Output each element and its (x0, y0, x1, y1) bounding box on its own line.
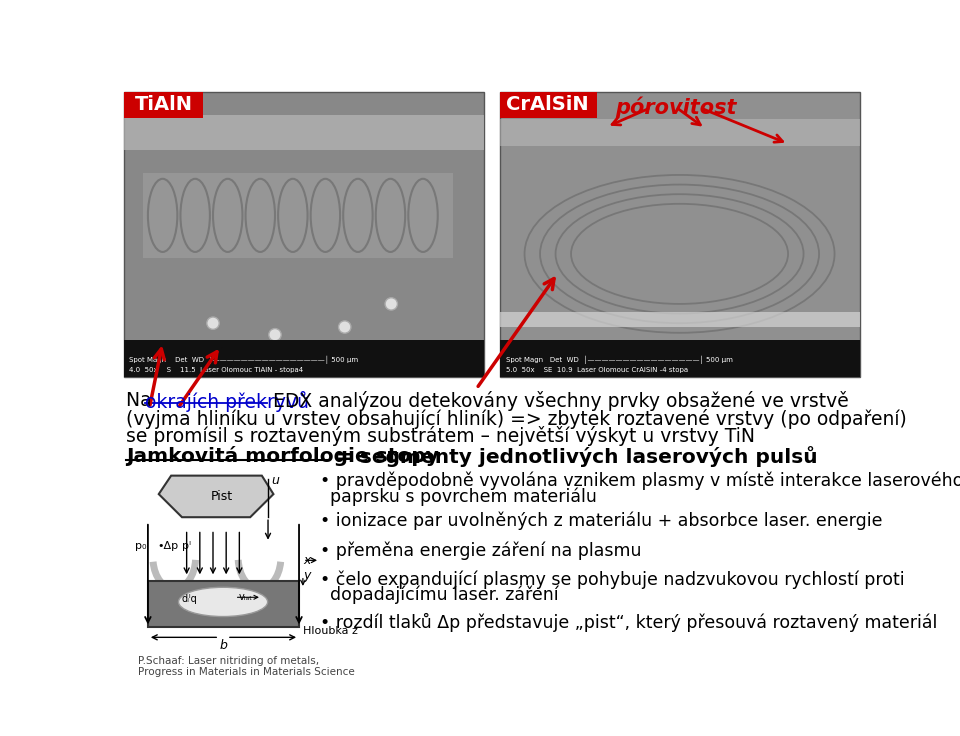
Text: P.Schaaf: Laser nitriding of metals,: P.Schaaf: Laser nitriding of metals, (138, 656, 319, 666)
Text: Hloubka z: Hloubka z (303, 626, 358, 636)
Text: Na: Na (126, 391, 157, 410)
Bar (500, 311, 860, 327)
Text: paprsku s povrchem materiálu: paprsku s povrchem materiálu (330, 487, 597, 506)
Bar (124, 92, 203, 118)
Circle shape (269, 328, 281, 341)
Text: Spot Magn    Det  WD  │————————————————│ 500 µm: Spot Magn Det WD │————————————————│ 500 … (130, 356, 358, 364)
Text: Progress in Materials in Materials Science: Progress in Materials in Materials Scien… (138, 667, 354, 676)
Text: 4.0  50x    S    11.5  Laser Olomouc TiAlN - stopa4: 4.0 50x S 11.5 Laser Olomouc TiAlN - sto… (130, 367, 303, 373)
Text: Spot Magn   Det  WD  │————————————————│ 500 µm: Spot Magn Det WD │————————————————│ 500 … (506, 356, 732, 364)
Text: dopadajícímu laser. záření: dopadajícímu laser. záření (330, 586, 559, 604)
Text: EDX analýzou detekovány všechny prvky obsažené ve vrstvě: EDX analýzou detekovány všechny prvky ob… (267, 391, 849, 411)
Bar (124, 340, 484, 377)
Text: se promísil s roztaveným substrátem – největší výskyt u vrstvy TiN: se promísil s roztaveným substrátem – ne… (126, 426, 756, 446)
Bar (500, 119, 860, 146)
Bar (143, 173, 453, 258)
Text: pᴵ: pᴵ (182, 542, 191, 551)
Text: dₗᴵq: dₗᴵq (181, 594, 198, 604)
Text: x: x (303, 553, 310, 567)
Text: • čelo expandující plasmy se pohybuje nadzvukovou rychlostí proti: • čelo expandující plasmy se pohybuje na… (320, 570, 904, 589)
Bar (124, 92, 484, 377)
Text: 5.0  50x    SE  10.9  Laser Olomouc CrAlSiN -4 stopa: 5.0 50x SE 10.9 Laser Olomouc CrAlSiN -4… (506, 367, 688, 373)
Text: • rozdíl tlaků Δp představuje „pist“, který přesouvá roztavený materiál: • rozdíl tlaků Δp představuje „pist“, kt… (320, 612, 937, 631)
Bar (500, 340, 860, 377)
Bar (500, 92, 596, 118)
Text: u: u (271, 474, 279, 486)
Text: Pist: Pist (211, 490, 233, 503)
Text: okrajích překryvů: okrajích překryvů (145, 391, 309, 412)
Text: TiAlN: TiAlN (134, 95, 192, 114)
Text: (vyjma hliníku u vrstev obsahující hliník) => zbytek roztavené vrstvy (po odpaře: (vyjma hliníku u vrstev obsahující hliní… (126, 408, 907, 428)
Text: p₀: p₀ (135, 542, 147, 551)
Ellipse shape (179, 587, 268, 617)
Bar (148, 581, 299, 627)
Text: • pravděpodobně vyvolána vznikem plasmy v místě interakce laserového: • pravděpodobně vyvolána vznikem plasmy … (320, 472, 960, 490)
Text: vₗₐₜ: vₗₐₜ (239, 592, 253, 602)
Bar (500, 92, 860, 377)
Text: Jamkovitá morfologie stopy: Jamkovitá morfologie stopy (126, 446, 439, 467)
Text: b: b (219, 639, 227, 651)
Text: = segmenty jednotlivých laserových pulsů: = segmenty jednotlivých laserových pulsů (329, 446, 818, 467)
Circle shape (385, 298, 397, 310)
Text: y: y (303, 569, 310, 582)
Text: • přeměna energie záření na plasmu: • přeměna energie záření na plasmu (320, 541, 641, 559)
Text: • ionizace par uvolněných z materiálu + absorbce laser. energie: • ionizace par uvolněných z materiálu + … (320, 512, 882, 531)
Polygon shape (158, 475, 274, 517)
Circle shape (339, 321, 351, 333)
Bar (124, 116, 484, 150)
Text: •Δp: •Δp (157, 542, 179, 551)
Text: pórovitost: pórovitost (615, 96, 737, 118)
Text: CrAlSiN: CrAlSiN (507, 95, 589, 114)
Circle shape (206, 317, 219, 329)
